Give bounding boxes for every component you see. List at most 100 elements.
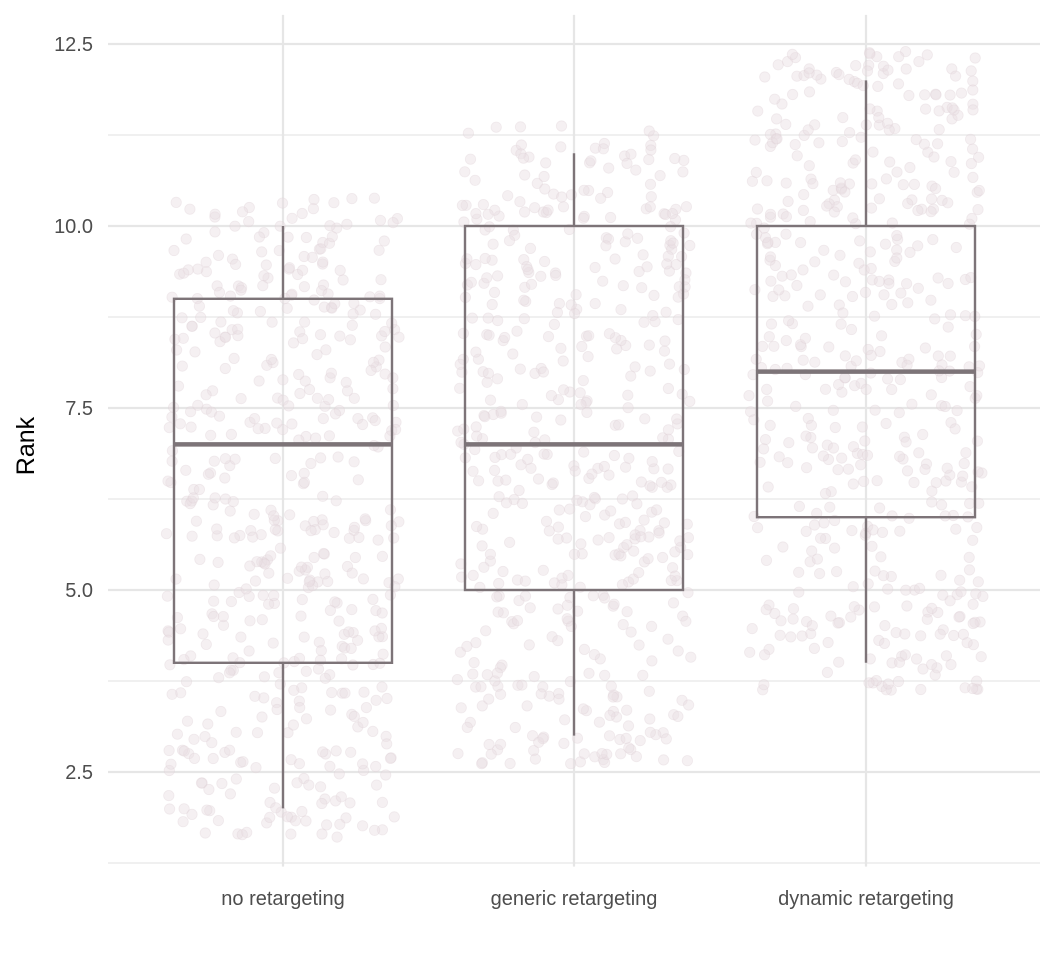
jitter-point (837, 307, 849, 319)
jitter-point (608, 449, 621, 462)
jitter-point (588, 648, 601, 661)
jitter-point (604, 211, 617, 224)
jitter-point (919, 342, 932, 354)
jitter-point (971, 186, 983, 198)
jitter-point (952, 109, 964, 121)
jitter-point (785, 631, 797, 643)
jitter-point (493, 210, 505, 222)
jitter-point (365, 364, 377, 376)
jitter-point (524, 602, 536, 614)
jitter-point (217, 610, 229, 623)
jitter-point (267, 637, 279, 649)
jitter-point (959, 682, 971, 694)
jitter-point (867, 146, 879, 158)
jitter-point (853, 257, 865, 269)
jitter-point (470, 208, 482, 220)
jitter-point (749, 134, 761, 146)
jitter-point (607, 600, 619, 612)
jitter-point (516, 497, 529, 509)
jitter-point (519, 590, 532, 602)
jitter-point (896, 650, 908, 662)
jitter-point (497, 334, 509, 347)
jitter-point (760, 604, 772, 616)
jitter-point (495, 449, 508, 461)
jitter-point (776, 98, 788, 110)
jitter-point (671, 413, 683, 425)
jitter-point (648, 463, 660, 475)
jitter-point (232, 323, 244, 335)
jitter-point (578, 184, 590, 196)
jitter-point (764, 211, 777, 223)
jitter-point (763, 331, 775, 343)
jitter-point (163, 626, 175, 638)
jitter-point (202, 718, 214, 730)
jitter-point (747, 369, 759, 381)
jitter-point (761, 383, 773, 395)
jitter-point (379, 325, 391, 338)
jitter-point (228, 352, 240, 364)
jitter-point (514, 121, 527, 133)
jitter-point (937, 624, 949, 636)
jitter-point (903, 353, 915, 365)
jitter-point (946, 63, 958, 75)
jitter-point (814, 532, 827, 544)
jitter-point (583, 330, 595, 342)
jitter-point (677, 610, 689, 622)
jitter-point (768, 340, 780, 352)
jitter-point (794, 339, 807, 351)
jitter-point (547, 477, 559, 489)
jitter-point (470, 520, 483, 533)
jitter-point (274, 542, 287, 554)
jitter-point (975, 651, 987, 663)
jitter-point (833, 616, 846, 629)
jitter-point (793, 500, 806, 512)
jitter-point (577, 703, 589, 715)
jitter-point (298, 476, 310, 488)
jitter-point (628, 545, 640, 557)
jitter-point (942, 197, 954, 209)
jitter-point (470, 421, 482, 433)
jitter-point (895, 287, 907, 299)
jitter-point (234, 529, 246, 542)
jitter-point (921, 613, 933, 625)
jitter-point (166, 688, 178, 700)
jitter-point (174, 268, 186, 280)
jitter-point (659, 208, 672, 221)
y-axis-tick-labels: 2.5 5.0 7.5 10.0 12.5 (54, 34, 93, 784)
jitter-point (570, 289, 582, 301)
jitter-point (814, 289, 826, 301)
jitter-point (225, 664, 237, 676)
jitter-point (255, 529, 267, 541)
jitter-point (855, 377, 867, 389)
jitter-point (467, 465, 479, 477)
jitter-point (189, 346, 201, 358)
jitter-point (384, 504, 397, 516)
jitter-point (871, 105, 883, 117)
jitter-point (346, 193, 358, 205)
jitter-point (682, 699, 695, 711)
jitter-point (607, 689, 620, 701)
jitter-point (376, 631, 388, 643)
box-iqr (463, 224, 685, 592)
jitter-point (565, 758, 577, 770)
jitter-point (581, 406, 593, 418)
jitter-point (314, 781, 327, 793)
jitter-point (861, 65, 874, 77)
jitter-point (769, 93, 781, 105)
jitter-point (817, 450, 830, 462)
jitter-point (511, 574, 524, 586)
jitter-point (971, 389, 983, 402)
jitter-point (303, 383, 316, 396)
jitter-point (629, 533, 641, 545)
jitter-point (865, 202, 878, 214)
jitter-point (486, 254, 498, 266)
jitter-point (868, 310, 881, 322)
jitter-point (569, 465, 581, 477)
jitter-point (300, 665, 312, 677)
jitter-point (605, 505, 617, 517)
jitter-point (465, 276, 477, 288)
jitter-point (940, 475, 952, 487)
jitter-point (514, 363, 526, 375)
jitter-point (876, 526, 889, 539)
jitter-point (869, 565, 881, 577)
